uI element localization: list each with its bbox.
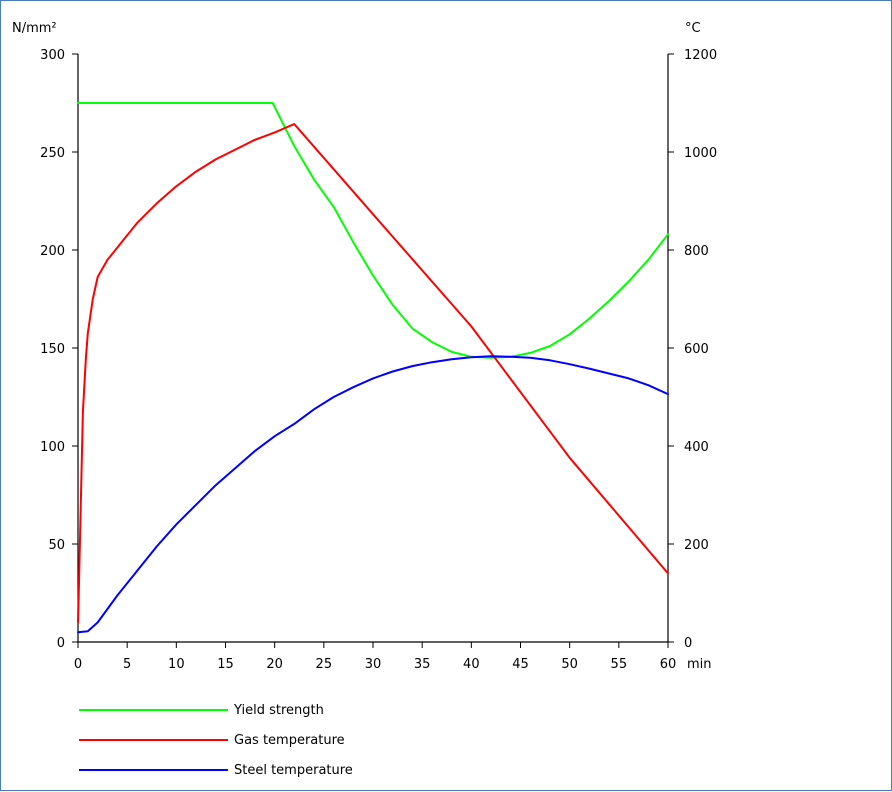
x-tick-label: 40 [463,657,480,672]
y-left-tick-label: 100 [40,440,65,455]
y-right-tick-label: 600 [684,342,709,357]
x-tick-label: 55 [611,657,628,672]
y-right-unit-label: °C [685,21,701,36]
data-lines [77,102,669,634]
x-tick-label: 50 [561,657,578,672]
series-line-gas-temperature [77,123,669,624]
y-left-tick-label: 0 [57,636,65,651]
x-tick-label: 20 [266,657,283,672]
legend-label-yield-strength: Yield strength [233,703,324,718]
y-left-tick-label: 250 [40,146,65,161]
x-tick-label: 60 [660,657,677,672]
y-right-tick-label: 1200 [684,48,717,63]
x-tick-label: 35 [414,657,431,672]
y-left-unit-label: N/mm² [12,21,57,36]
y-right-tick-label: 0 [684,636,692,651]
series-line-yield-strength [77,102,669,359]
x-tick-label: 15 [217,657,234,672]
legend: Yield strength Gas temperature Steel tempe… [79,703,353,778]
y-right-tick-label: 400 [684,440,709,455]
series-line-steel-temperature [77,355,669,634]
x-tick-label: 10 [168,657,185,672]
x-unit-label: min [687,657,712,672]
y-left-tick-label: 50 [48,538,65,553]
y-left-tick-label: 200 [40,244,65,259]
x-tick-label: 30 [365,657,382,672]
y-right-tick-label: 800 [684,244,709,259]
x-tick-label: 5 [123,657,131,672]
y-left-tick-label: 150 [40,342,65,357]
legend-label-gas-temperature: Gas temperature [234,733,345,748]
y-right-tick-label: 1000 [684,146,717,161]
y-left-tick-label: 300 [40,48,65,63]
x-tick-label: 25 [316,657,333,672]
y-right-tick-label: 200 [684,538,709,553]
legend-label-steel-temperature: Steel temperature [234,763,353,778]
x-tick-label: 45 [512,657,529,672]
x-tick-label: 0 [74,657,82,672]
axes: 0 50 100 150 200 250 300 0 200 400 600 800 1000 1200 0… [12,21,717,672]
